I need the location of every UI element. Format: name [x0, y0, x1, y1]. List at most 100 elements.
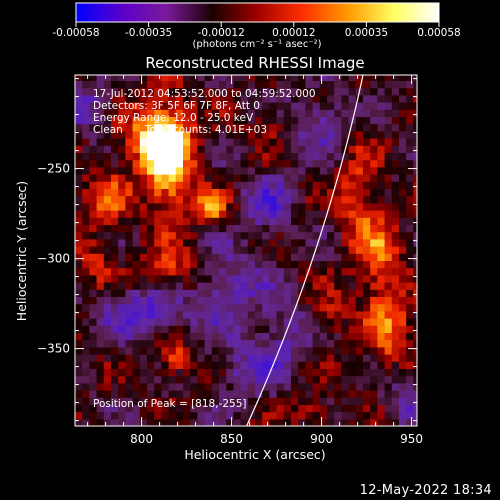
heatmap-cell [406, 375, 414, 384]
heatmap-cell [89, 152, 98, 161]
heatmap-cell [370, 318, 378, 326]
heatmap-cell [175, 123, 184, 132]
heatmap-cell [406, 282, 414, 290]
heatmap-cell [168, 152, 177, 161]
heatmap-cell [319, 361, 328, 369]
heatmap-cell [312, 181, 321, 189]
heatmap-cell [82, 130, 90, 139]
heatmap-cell [312, 188, 321, 197]
heatmap-cell [399, 152, 407, 161]
heatmap-cell [276, 382, 285, 391]
heatmap-cell [327, 231, 335, 240]
heatmap-cell [82, 354, 90, 362]
heatmap-cell [312, 152, 321, 161]
heatmap-cell [255, 332, 263, 341]
heatmap-cell [111, 224, 119, 233]
heatmap-cell [269, 109, 278, 117]
heatmap-cell [139, 260, 148, 269]
heatmap-cell [255, 116, 263, 125]
heatmap-cell [147, 80, 155, 89]
heatmap-cell [226, 87, 234, 96]
heatmap-cell [355, 195, 364, 204]
heatmap-cell [154, 145, 162, 153]
heatmap-cell [89, 289, 98, 297]
heatmap-cell [132, 289, 141, 297]
heatmap-cell [139, 253, 148, 261]
heatmap-cell [111, 145, 119, 153]
heatmap-cell [75, 174, 83, 182]
heatmap-cell [377, 109, 386, 117]
heatmap-cell [125, 87, 134, 96]
heatmap-cell [255, 375, 263, 384]
heatmap-cell [132, 202, 141, 211]
heatmap-cell [168, 253, 177, 261]
heatmap-cell [168, 202, 177, 211]
heatmap-cell [355, 80, 364, 89]
heatmap-cell [413, 181, 417, 189]
heatmap-cell [147, 404, 155, 413]
heatmap-cell [175, 382, 184, 391]
heatmap-cell [190, 318, 198, 326]
heatmap-cell [161, 195, 170, 204]
heatmap-cell [226, 303, 234, 312]
heatmap-cell [413, 282, 417, 290]
heatmap-cell [399, 174, 407, 182]
heatmap-cell [291, 397, 299, 405]
heatmap-cell [377, 159, 386, 168]
heatmap-cell [175, 116, 184, 125]
heatmap-cell [204, 361, 213, 369]
heatmap-cell [348, 109, 357, 117]
heatmap-cell [384, 382, 393, 391]
heatmap-cell [96, 231, 105, 240]
heatmap-cell [139, 246, 148, 254]
heatmap-cell [75, 210, 83, 218]
heatmap-cell [175, 332, 184, 341]
heatmap-cell [348, 224, 357, 233]
heatmap-cell [312, 224, 321, 233]
heatmap-cell [298, 80, 306, 89]
heatmap-cell [139, 404, 148, 413]
heatmap-cell [283, 159, 292, 168]
heatmap-cell [226, 375, 234, 384]
heatmap-cell [363, 246, 371, 254]
heatmap-cell [147, 152, 155, 161]
heatmap-cell [370, 174, 378, 182]
heatmap-cell [262, 411, 270, 420]
heatmap-cell [118, 217, 126, 225]
heatmap-cell [75, 109, 83, 117]
heatmap-cell [355, 368, 364, 377]
heatmap-cell [226, 174, 234, 182]
heatmap-cell [240, 354, 249, 362]
heatmap-cell [75, 195, 83, 204]
heatmap-cell [283, 368, 292, 377]
heatmap-cell [197, 361, 206, 369]
heatmap-cell [204, 174, 213, 182]
heatmap-cell [377, 318, 386, 326]
heatmap-cell [384, 87, 393, 96]
heatmap-cell [363, 152, 371, 161]
heatmap-cell [147, 296, 155, 305]
heatmap-cell [197, 181, 206, 189]
heatmap-cell [204, 202, 213, 211]
heatmap-cell [291, 274, 299, 283]
heatmap-cell [219, 354, 227, 362]
heatmap-cell [370, 109, 378, 117]
heatmap-cell [384, 246, 393, 254]
heatmap-cell [190, 202, 198, 211]
heatmap-cell [391, 210, 400, 218]
heatmap-cell [269, 217, 278, 225]
heatmap-cell [211, 152, 220, 161]
heatmap-cell [305, 411, 314, 420]
heatmap-cell [125, 102, 134, 110]
heatmap-cell [96, 253, 105, 261]
heatmap-cell [255, 80, 263, 89]
heatmap-cell [319, 325, 328, 333]
heatmap-cell [319, 318, 328, 326]
heatmap-cell [154, 318, 162, 326]
heatmap-cell [377, 289, 386, 297]
heatmap-cell [96, 188, 105, 197]
heatmap-cell [139, 145, 148, 153]
heatmap-cell [262, 174, 270, 182]
heatmap-cell [154, 253, 162, 261]
